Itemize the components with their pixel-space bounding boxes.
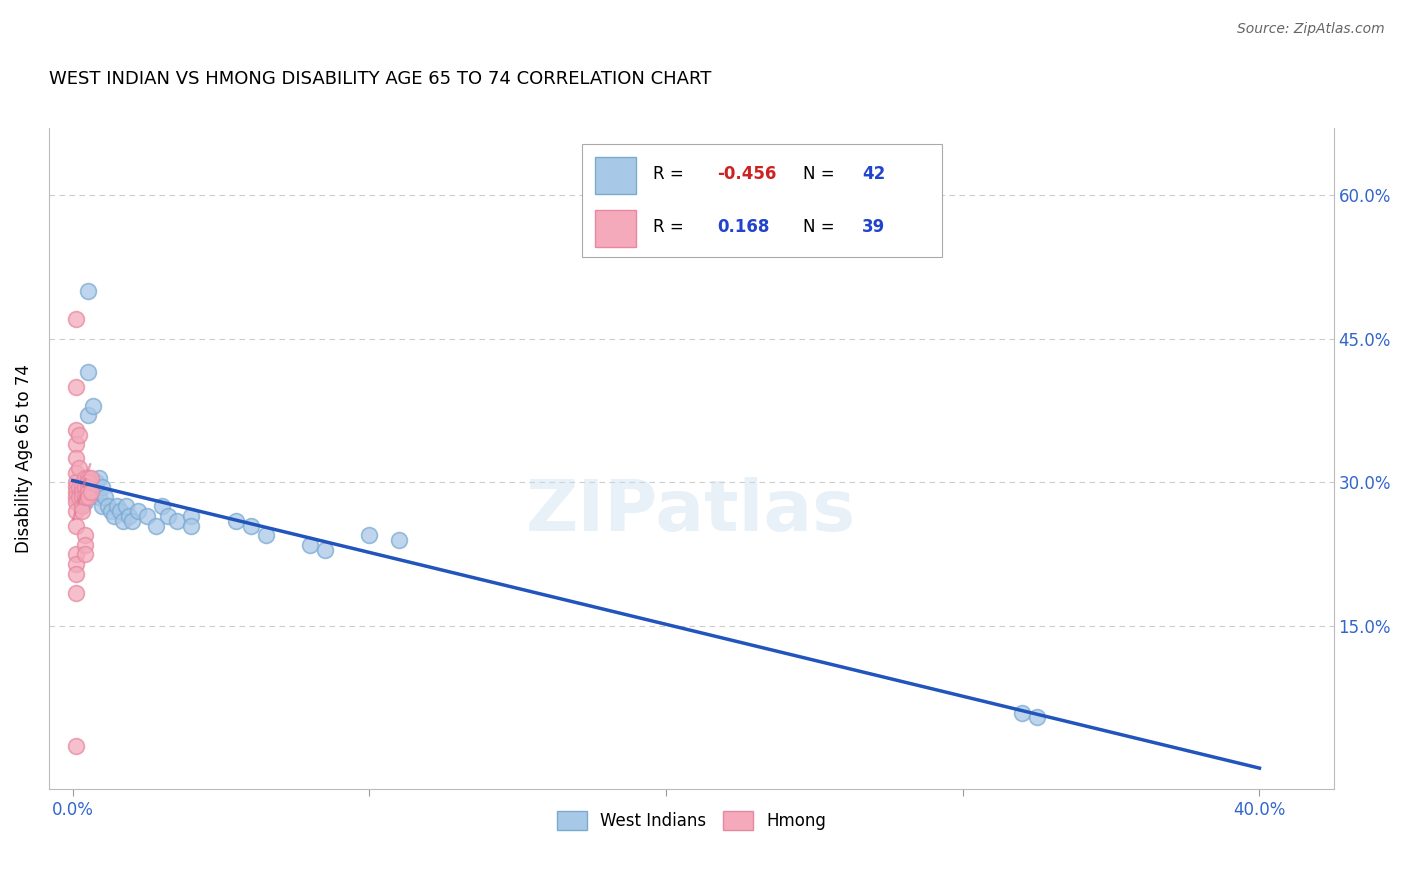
Point [76, 475, 98, 490]
Point [76, 480, 98, 494]
Bar [595, 158, 636, 194]
Point [73, 494, 96, 508]
Point [108, 504, 131, 518]
Point [76, 284, 98, 298]
Text: 42: 42 [862, 165, 886, 183]
Point [97, 500, 120, 514]
Point [70, 490, 93, 504]
Point [145, 518, 167, 533]
Point [1026, 710, 1049, 724]
Point [150, 500, 173, 514]
Point [180, 508, 202, 523]
Point [65, 566, 87, 581]
Point [65, 475, 87, 490]
Point [180, 518, 202, 533]
Point [73, 490, 96, 504]
Point [70, 504, 93, 518]
Point [73, 538, 96, 552]
Text: N =: N = [803, 218, 839, 236]
Point [67, 461, 90, 475]
Point [82, 399, 104, 413]
Point [156, 508, 179, 523]
Point [100, 504, 122, 518]
Point [65, 451, 87, 466]
Point [121, 514, 143, 528]
Point [105, 500, 128, 514]
Point [91, 480, 114, 494]
Point [225, 514, 247, 528]
Point [91, 500, 114, 514]
Point [299, 538, 322, 552]
Point [115, 500, 138, 514]
Point [86, 475, 108, 490]
Point [65, 466, 87, 480]
Point [65, 480, 87, 494]
Point [70, 490, 93, 504]
Point [73, 528, 96, 542]
Point [65, 437, 87, 451]
Text: R =: R = [652, 165, 689, 183]
Point [76, 490, 98, 504]
Point [65, 504, 87, 518]
Point [65, 518, 87, 533]
Point [65, 739, 87, 753]
Point [65, 423, 87, 437]
Point [65, 490, 87, 504]
Point [89, 490, 111, 504]
Point [70, 480, 93, 494]
Point [65, 485, 87, 500]
Point [239, 518, 262, 533]
Point [86, 485, 108, 500]
Point [70, 480, 93, 494]
Text: Source: ZipAtlas.com: Source: ZipAtlas.com [1237, 22, 1385, 37]
Point [65, 557, 87, 571]
Point [103, 508, 125, 523]
Point [65, 312, 87, 326]
Point [76, 409, 98, 423]
Point [76, 485, 98, 500]
Text: 39: 39 [862, 218, 886, 236]
Point [135, 508, 157, 523]
Point [67, 427, 90, 442]
Point [254, 528, 277, 542]
Point [94, 490, 117, 504]
Point [70, 500, 93, 514]
Point [65, 585, 87, 599]
Point [76, 470, 98, 484]
Point [118, 508, 141, 523]
Text: R =: R = [652, 218, 689, 236]
Point [127, 504, 149, 518]
Point [359, 528, 381, 542]
Point [65, 547, 87, 561]
Point [67, 480, 90, 494]
Point [79, 485, 101, 500]
Text: ZIPatlas: ZIPatlas [526, 477, 856, 546]
Point [70, 485, 93, 500]
Point [73, 547, 96, 561]
Text: -0.456: -0.456 [717, 165, 776, 183]
Point [388, 533, 411, 547]
Point [1011, 706, 1033, 720]
Point [65, 379, 87, 393]
Point [314, 542, 336, 557]
Point [76, 365, 98, 379]
Point [70, 500, 93, 514]
Point [112, 514, 135, 528]
Point [89, 470, 111, 484]
Bar [595, 211, 636, 247]
Point [65, 494, 87, 508]
Point [73, 470, 96, 484]
Legend: West Indians, Hmong: West Indians, Hmong [557, 811, 825, 830]
Text: WEST INDIAN VS HMONG DISABILITY AGE 65 TO 74 CORRELATION CHART: WEST INDIAN VS HMONG DISABILITY AGE 65 T… [49, 70, 711, 88]
Text: N =: N = [803, 165, 839, 183]
Point [67, 490, 90, 504]
Point [73, 485, 96, 500]
Point [79, 470, 101, 484]
Y-axis label: Disability Age 65 to 74: Disability Age 65 to 74 [15, 364, 32, 553]
Point [73, 480, 96, 494]
Text: 0.168: 0.168 [717, 218, 769, 236]
Point [166, 514, 188, 528]
FancyBboxPatch shape [582, 145, 942, 257]
